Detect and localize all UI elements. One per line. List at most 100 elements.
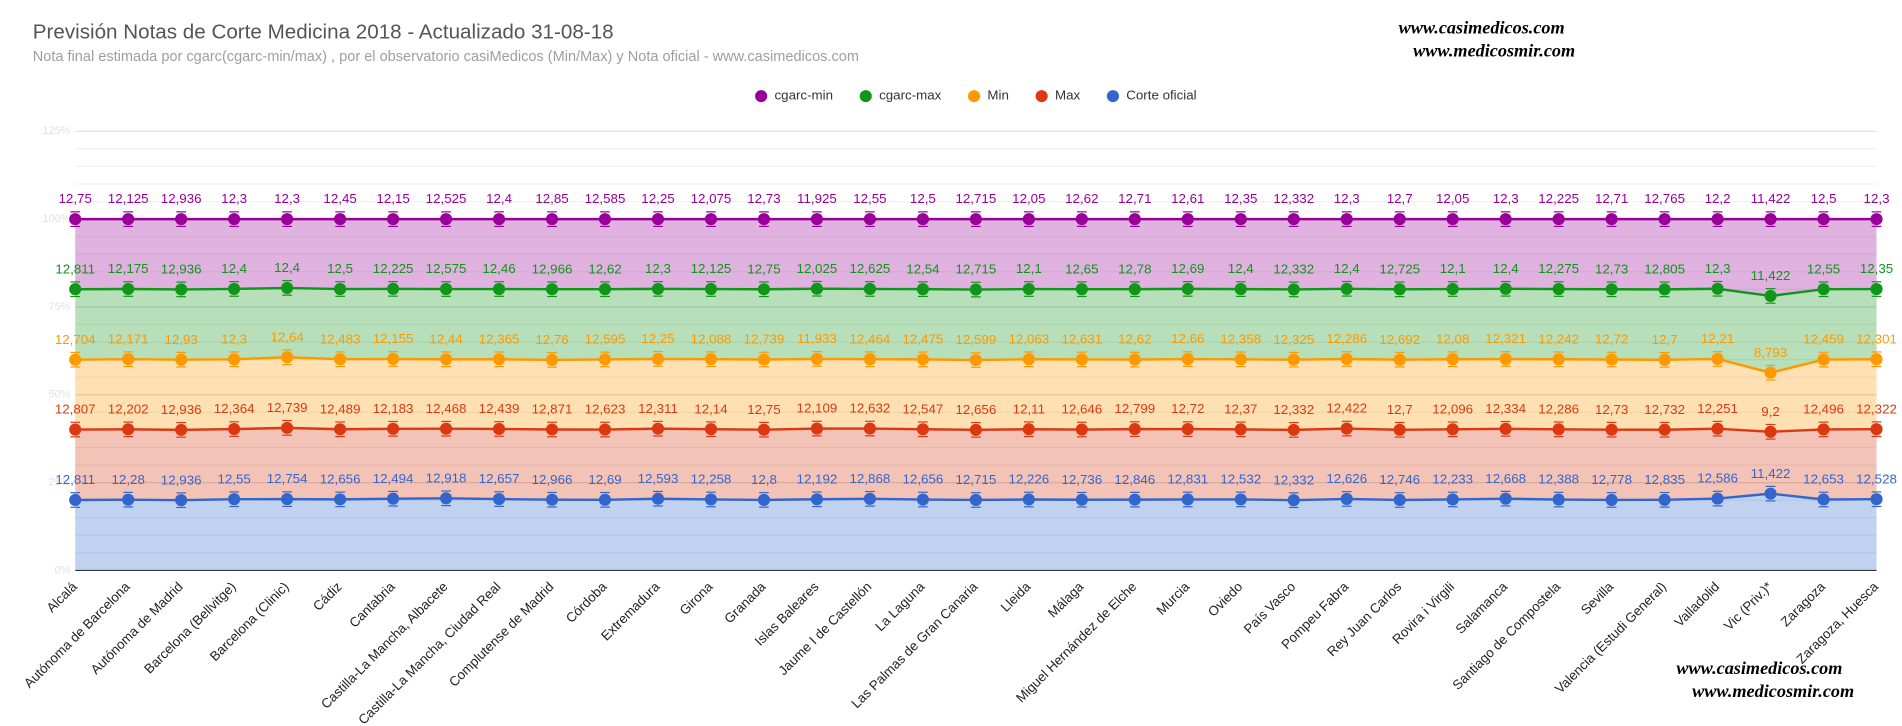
point [1022, 493, 1035, 506]
point [1287, 283, 1300, 296]
point [228, 353, 241, 366]
data-label: 12,66 [1171, 331, 1204, 346]
data-label: 12,35 [1224, 191, 1257, 206]
data-label: 12,75 [747, 261, 780, 276]
point [1446, 213, 1459, 226]
point [1234, 493, 1247, 506]
data-label: 12,646 [1061, 402, 1102, 417]
point [1711, 422, 1724, 435]
point [1181, 282, 1194, 295]
data-label: 12,063 [1008, 331, 1049, 346]
point [810, 493, 823, 506]
data-label: 12,62 [1118, 332, 1151, 347]
point [175, 353, 188, 366]
point [122, 213, 135, 226]
data-label: 11,422 [1751, 268, 1791, 283]
point [969, 283, 982, 296]
point [863, 282, 876, 296]
x-tick-label: Barcelona (Bellvitge) [141, 579, 239, 677]
point [1287, 494, 1300, 507]
data-label: 12,75 [747, 402, 780, 417]
data-label: 12,321 [1485, 331, 1526, 346]
data-label: 12,489 [320, 401, 361, 416]
data-label: 12,4 [1493, 261, 1520, 276]
point [1658, 283, 1671, 296]
data-label: 12,3 [1493, 191, 1519, 206]
y-tick-label: 125% [42, 125, 70, 137]
point [1552, 353, 1565, 366]
point [1022, 353, 1035, 366]
x-tick-label: País Vasco [1241, 579, 1299, 637]
legend-label: cgarc-max [879, 88, 942, 103]
x-tick-label: Vic (Priv.)* [1721, 579, 1775, 633]
point [228, 493, 241, 506]
data-label: 12,1 [1440, 261, 1466, 276]
watermark: www.medicosmir.com [1692, 681, 1854, 701]
data-label: 12,692 [1379, 332, 1420, 347]
point [1393, 493, 1406, 507]
point [281, 213, 294, 226]
y-tick-label: 100% [42, 213, 70, 225]
point [1022, 282, 1035, 296]
data-label: 12,61 [1171, 191, 1204, 206]
data-label: 12,71 [1118, 191, 1151, 206]
point [1340, 422, 1353, 435]
data-label: 12,93 [164, 332, 197, 347]
data-label: 12,528 [1856, 471, 1897, 486]
point [69, 493, 82, 507]
data-label: 12,45 [323, 191, 356, 206]
data-label: 12,936 [161, 262, 202, 277]
point [1075, 423, 1088, 436]
point [281, 281, 294, 294]
point [334, 353, 347, 366]
point [1499, 282, 1512, 295]
data-label: 12,736 [1061, 472, 1102, 487]
data-label: 12,15 [376, 191, 409, 206]
point [1393, 283, 1406, 296]
data-label: 12,657 [479, 471, 520, 486]
data-label: 12,765 [1644, 191, 1685, 206]
point [1181, 353, 1194, 366]
data-label: 12,656 [955, 402, 996, 417]
point [440, 353, 453, 366]
x-tick-label: Autónoma de Barcelona [21, 579, 133, 691]
legend-label: cgarc-min [774, 88, 833, 103]
point [651, 422, 665, 435]
data-label: 12,704 [55, 332, 96, 347]
point [69, 353, 82, 366]
point [175, 213, 188, 226]
data-label: 12,715 [955, 472, 996, 487]
point [810, 422, 823, 435]
point [1234, 353, 1247, 366]
data-label: 12,73 [1595, 402, 1628, 417]
point [492, 353, 506, 366]
data-label: 12,226 [1008, 472, 1049, 487]
data-label: 12,11 [1013, 401, 1045, 416]
point [1658, 353, 1671, 366]
data-label: 12,73 [747, 191, 780, 206]
data-label: 12,623 [585, 402, 626, 417]
point [122, 282, 135, 296]
point [704, 282, 718, 296]
data-label: 12,3 [645, 261, 671, 276]
data-label: 12,25 [641, 191, 674, 206]
data-label: 12,286 [1538, 401, 1579, 416]
legend-label: Min [987, 88, 1008, 103]
data-label: 12,55 [1807, 261, 1840, 276]
point [69, 423, 82, 436]
point [281, 351, 294, 364]
data-label: 12,365 [479, 331, 520, 346]
data-label: 12,626 [1326, 471, 1367, 486]
y-tick-label: 25% [49, 476, 71, 488]
point [598, 213, 612, 226]
point [1340, 352, 1353, 366]
point [1817, 493, 1830, 506]
data-label: 12,69 [1171, 261, 1204, 276]
point [1181, 213, 1194, 226]
data-label: 12,936 [161, 472, 202, 487]
point [1764, 366, 1777, 379]
data-label: 12,7 [1387, 402, 1413, 417]
point [1817, 283, 1830, 296]
point [1022, 423, 1035, 436]
